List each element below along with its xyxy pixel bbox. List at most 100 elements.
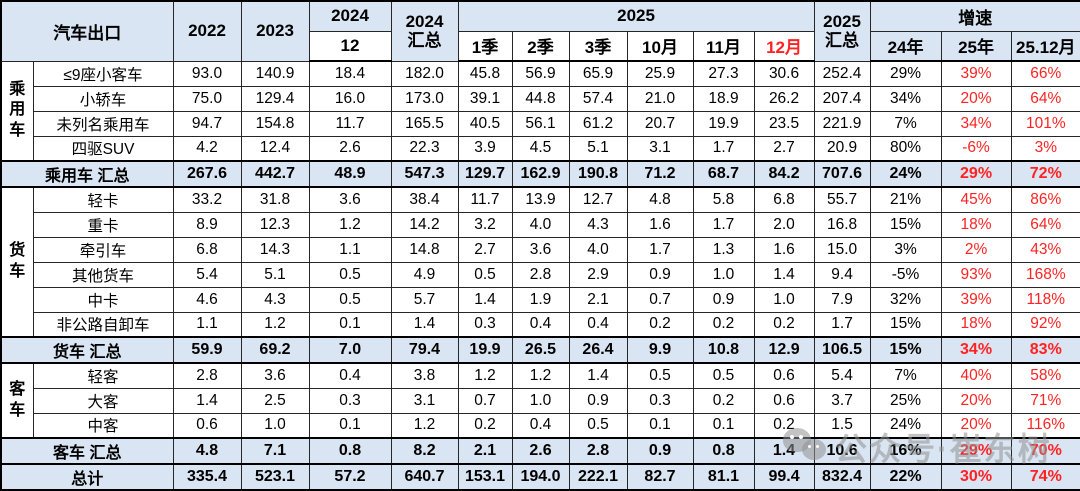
cell-value: 86% — [1010, 186, 1080, 213]
cell-value: 0.1 — [308, 412, 392, 439]
col-header-2025-total: 2025 汇总 — [813, 0, 871, 62]
cell-value: 9.4 — [813, 261, 871, 288]
cell-value: 43% — [1010, 236, 1080, 263]
row-group-label: 客 车 — [0, 362, 34, 439]
cell-value: 20.9 — [813, 135, 871, 162]
cell-value: 75.0 — [172, 85, 242, 112]
cell-value: 66% — [1010, 60, 1080, 87]
cell-value: 30.6 — [753, 60, 815, 87]
cell-value: 4.2 — [172, 135, 242, 162]
cell-value: 547.3 — [390, 160, 459, 188]
cell-value: 65.9 — [568, 60, 628, 87]
cell-value: 1.2 — [457, 362, 513, 389]
col-header-dec: 12月 — [753, 30, 815, 62]
corner-header: 汽车出口 — [0, 0, 174, 62]
row-category-label: 轻客 — [32, 362, 174, 389]
cell-value: 0.2 — [692, 311, 755, 338]
cell-value: 707.6 — [813, 160, 871, 188]
row-category-label: 大客 — [32, 387, 174, 414]
cell-value: 23.5 — [753, 110, 815, 137]
cell-value: 7% — [869, 110, 942, 137]
col-header-2025: 2025 — [457, 0, 815, 32]
cell-value: -6% — [940, 135, 1012, 162]
cell-value: 59.9 — [172, 336, 242, 364]
cell-value: 4.5 — [511, 135, 570, 162]
cell-value: 4.3 — [240, 286, 310, 313]
table-row: 大客 1.4 2.5 0.3 3.1 0.7 1.0 0.9 0.3 0.2 0.6 3.7 25% 20… — [1, 387, 1080, 414]
col-header-nov: 11月 — [692, 30, 755, 62]
summary-row: 货车 汇总 59.9 69.2 7.0 79.4 19.9 26.5 26.4 9.9 10.8 1… — [0, 336, 1080, 364]
cell-value: 1.4 — [172, 387, 242, 414]
cell-value: 4.6 — [172, 286, 242, 313]
row-group-label: 乘 用 车 — [0, 60, 34, 162]
cell-value: 0.1 — [626, 412, 694, 439]
cell-value: 1.0 — [240, 412, 310, 439]
cell-value: 5.4 — [813, 362, 871, 389]
cell-value: 27.3 — [692, 60, 755, 87]
col-header-q2: 2季 — [511, 30, 570, 62]
cell-value: 71% — [1010, 387, 1080, 414]
cell-value: 55.7 — [813, 186, 871, 213]
cell-value: 1.6 — [626, 211, 694, 238]
cell-value: 15% — [869, 336, 942, 364]
row-category-label: 非公路自卸车 — [32, 311, 174, 338]
cell-value: 40.5 — [457, 110, 513, 137]
col-header-growth-24: 24年 — [869, 30, 942, 62]
cell-value: 0.5 — [692, 362, 755, 389]
cell-value: 7.1 — [240, 437, 310, 465]
table-row: 货 车轻卡 33.2 31.8 3.6 38.4 11.7 13.9 12.7 4.8 5.8 6.… — [0, 186, 1080, 338]
cell-value: 4.9 — [390, 261, 459, 288]
cell-value: 1.0 — [753, 286, 815, 313]
cell-value: 0.1 — [692, 412, 755, 439]
cell-value: 18.4 — [308, 60, 392, 87]
cell-value: 1.4 — [457, 286, 513, 313]
cell-value: 26.2 — [753, 85, 815, 112]
cell-value: 1.4 — [753, 437, 815, 465]
cell-value: 4.3 — [568, 211, 628, 238]
col-header-q3: 3季 — [568, 30, 628, 62]
cell-value: 267.6 — [172, 160, 242, 188]
cell-value: 9.9 — [626, 336, 694, 364]
cell-value: 442.7 — [240, 160, 310, 188]
col-header-2024: 2024 — [308, 0, 392, 32]
header-row-1: 汽车出口 2022 2023 2024 2024 汇总 2025 2025 汇总… — [0, 0, 1080, 62]
cell-value: 0.6 — [753, 387, 815, 414]
total-label: 总计 — [0, 463, 174, 491]
cell-value: 2.7 — [753, 135, 815, 162]
cell-value: 16% — [869, 437, 942, 465]
cell-value: 3.6 — [511, 236, 570, 263]
cell-value: 29% — [869, 60, 942, 87]
cell-value: 11.7 — [457, 186, 513, 213]
cell-value: 1.7 — [692, 211, 755, 238]
table-row: 四驱SUV 4.2 12.4 2.6 22.3 3.9 4.5 5.1 3.1 1.7 2.7 20.… — [1, 135, 1080, 162]
cell-value: 3.6 — [308, 186, 392, 213]
cell-value: 20% — [940, 85, 1012, 112]
summary-label: 乘用车 汇总 — [0, 160, 174, 188]
cell-value: 18.9 — [692, 85, 755, 112]
cell-value: 93.0 — [172, 60, 242, 87]
cell-value: 0.9 — [568, 387, 628, 414]
cell-value: 182.0 — [390, 60, 459, 87]
cell-value: 168% — [1010, 261, 1080, 288]
cell-value: -5% — [869, 261, 942, 288]
cell-value: 0.3 — [308, 387, 392, 414]
col-header-oct: 10月 — [626, 30, 694, 62]
cell-value: 11.7 — [308, 110, 392, 137]
cell-value: 3.1 — [390, 387, 459, 414]
col-header-growth: 增速 — [869, 0, 1080, 32]
cell-value: 2.0 — [753, 211, 815, 238]
col-header-2024-12: 12 — [308, 30, 392, 62]
cell-value: 7.0 — [308, 336, 392, 364]
cell-value: 10.6 — [813, 437, 871, 465]
cell-value: 84.2 — [753, 160, 815, 188]
cell-value: 32% — [869, 286, 942, 313]
cell-value: 1.7 — [626, 236, 694, 263]
cell-value: 99.4 — [753, 463, 815, 491]
cell-value: 58% — [1010, 362, 1080, 389]
cell-value: 4.0 — [511, 211, 570, 238]
table-row: 牵引车 6.8 14.3 1.1 14.8 2.7 3.6 4.0 1.7 1.3 1.6 15.0 3… — [1, 236, 1080, 263]
row-category-label: 轻卡 — [32, 186, 174, 213]
row-category-label: 重卡 — [32, 211, 174, 238]
cell-value: 3.8 — [390, 362, 459, 389]
cell-value: 0.2 — [457, 412, 513, 439]
